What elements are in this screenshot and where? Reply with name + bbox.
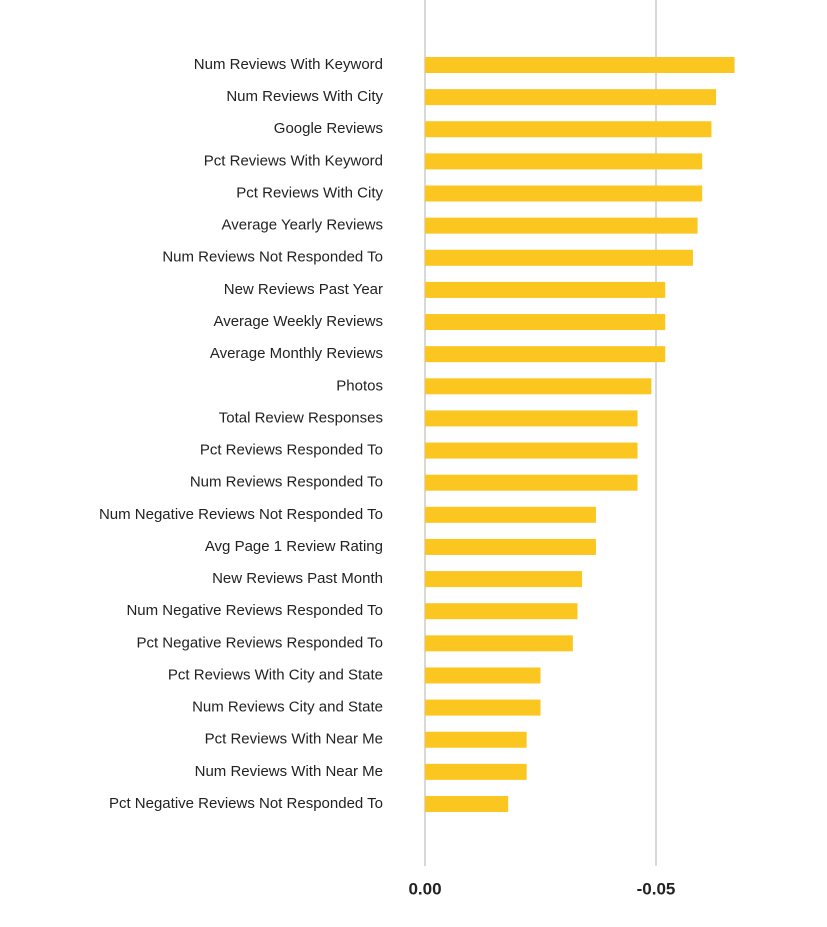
- bar: [425, 346, 666, 363]
- y-tick-label: Num Reviews With City: [226, 88, 383, 105]
- bar: [425, 89, 717, 106]
- y-tick-label: Pct Reviews With Keyword: [204, 152, 383, 169]
- y-tick-label: Num Reviews City and State: [192, 699, 383, 716]
- x-tick-label: 0.00: [408, 879, 441, 898]
- bar: [425, 185, 703, 202]
- bar: [425, 281, 666, 298]
- bar: [425, 603, 578, 620]
- y-tick-label: Avg Page 1 Review Rating: [205, 538, 383, 555]
- y-tick-label: Total Review Responses: [219, 409, 383, 426]
- bar: [425, 121, 712, 138]
- bar: [425, 217, 698, 234]
- bar: [425, 699, 541, 716]
- bar: [425, 667, 541, 684]
- y-tick-label: New Reviews Past Month: [212, 570, 383, 587]
- bar: [425, 474, 638, 491]
- bar: [425, 249, 693, 266]
- bar: [425, 378, 652, 395]
- y-tick-label: Pct Reviews With City and State: [168, 666, 383, 683]
- y-tick-label: Num Reviews With Keyword: [194, 56, 383, 73]
- y-tick-label: Num Reviews Not Responded To: [162, 249, 383, 266]
- y-tick-label: Pct Reviews With City: [236, 184, 383, 201]
- y-tick-label: Average Monthly Reviews: [210, 345, 383, 362]
- bar: [425, 538, 596, 555]
- x-tick-label: -0.05: [637, 879, 676, 898]
- bar: [425, 571, 583, 588]
- bar: [425, 442, 638, 459]
- bar: [425, 57, 735, 73]
- y-tick-label: Num Reviews With Near Me: [195, 763, 383, 780]
- bar: [425, 410, 638, 427]
- bar: [425, 795, 509, 812]
- bar: [425, 506, 596, 523]
- y-tick-label: Num Negative Reviews Responded To: [126, 602, 383, 619]
- bar: [425, 763, 527, 780]
- y-tick-label: Num Reviews Responded To: [190, 474, 383, 491]
- bar: [425, 731, 527, 748]
- bar: [425, 153, 703, 170]
- y-tick-label: New Reviews Past Year: [224, 281, 383, 298]
- y-tick-label: Pct Reviews Responded To: [200, 442, 383, 459]
- y-tick-label: Num Negative Reviews Not Responded To: [99, 506, 383, 523]
- y-tick-label: Average Yearly Reviews: [222, 217, 383, 234]
- y-tick-label: Google Reviews: [274, 120, 383, 137]
- bar: [425, 635, 573, 652]
- y-tick-label: Pct Negative Reviews Not Responded To: [109, 795, 383, 812]
- y-tick-label: Average Weekly Reviews: [213, 313, 383, 330]
- bar: [425, 314, 666, 331]
- y-tick-label: Photos: [336, 377, 383, 394]
- y-tick-label: Pct Reviews With Near Me: [205, 731, 383, 748]
- y-tick-label: Pct Negative Reviews Responded To: [136, 634, 383, 651]
